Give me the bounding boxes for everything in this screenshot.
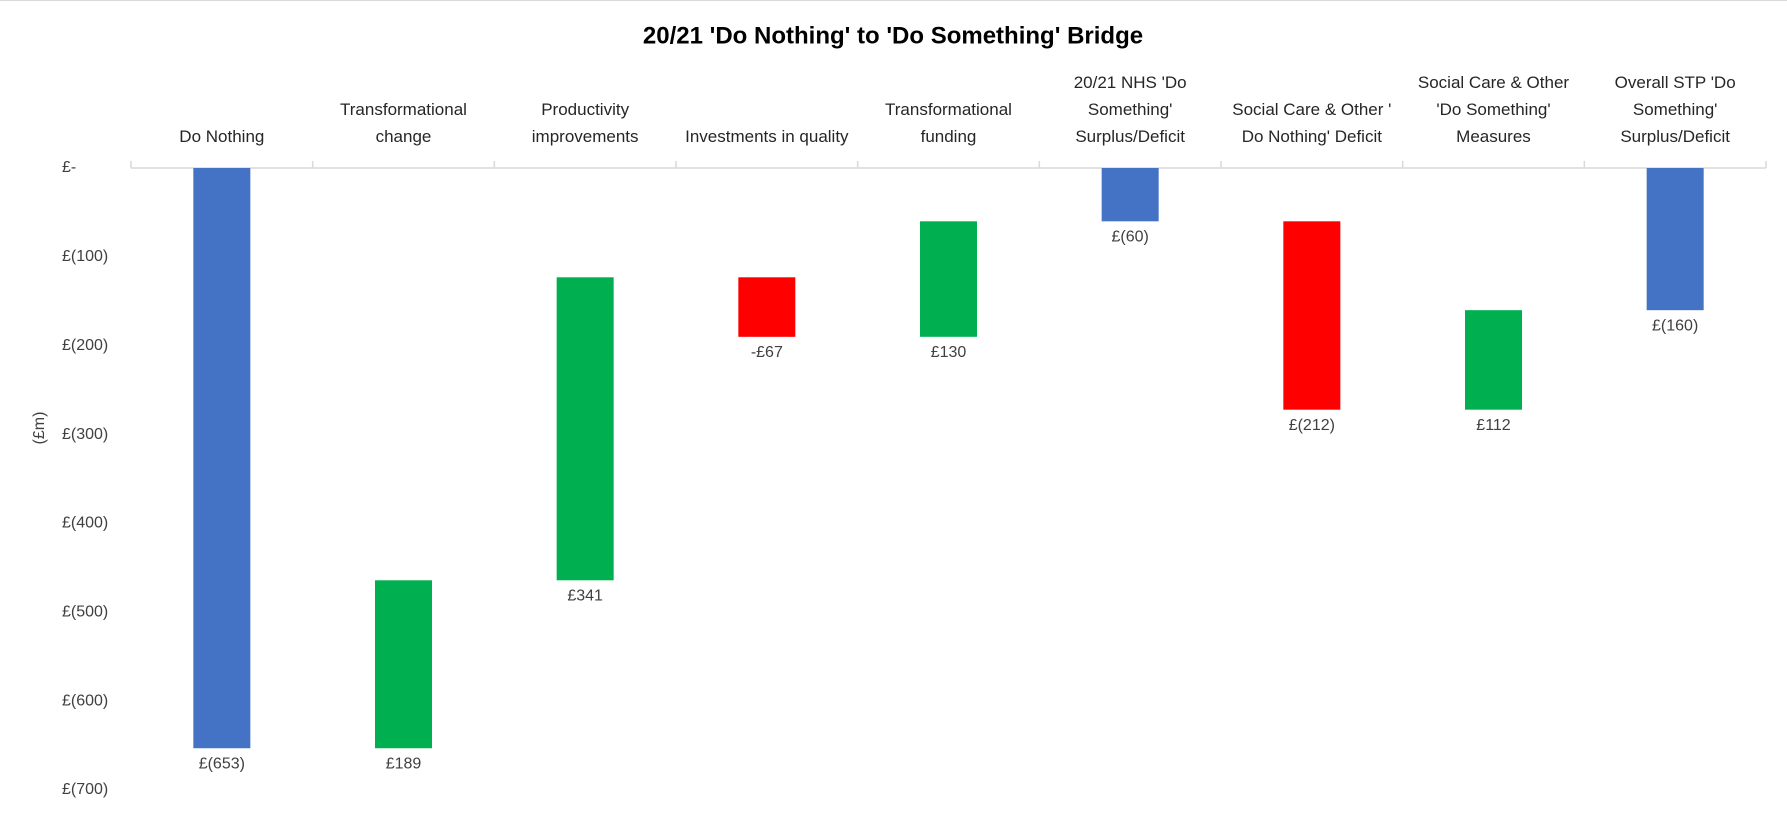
y-tick-label: £(700)	[62, 781, 108, 798]
y-tick-label: £(100)	[62, 248, 108, 265]
bar	[556, 277, 614, 581]
y-tick-label: £(400)	[62, 515, 108, 532]
bar	[738, 277, 796, 337]
data-label: £(653)	[199, 755, 245, 772]
bar	[1283, 221, 1341, 410]
bar	[1646, 168, 1704, 311]
data-label: £341	[567, 588, 603, 605]
data-label: £112	[1476, 417, 1511, 434]
category-label: Overall STP 'Do Something' Surplus/Defic…	[1614, 73, 1736, 146]
category-label: 20/21 NHS 'Do Something' Surplus/Deficit	[1073, 73, 1187, 146]
bar	[920, 221, 977, 337]
bar	[375, 580, 432, 749]
y-tick-label: £(200)	[62, 337, 108, 354]
data-label: -£67	[751, 344, 783, 361]
category-label: Social Care & Other ' Do Nothing' Defici…	[1232, 100, 1392, 146]
category-label: Transformational change	[340, 100, 467, 146]
chart-title: 20/21 'Do Nothing' to 'Do Something' Bri…	[643, 22, 1143, 49]
data-label: £(212)	[1289, 417, 1335, 434]
y-tick-label: £(300)	[62, 426, 108, 443]
category-label: Do Nothing	[179, 127, 265, 146]
y-tick-label: £-	[62, 159, 76, 176]
y-tick-label: £(500)	[62, 604, 108, 621]
y-axis-title: (£m)	[31, 412, 48, 445]
data-label: £130	[931, 344, 967, 361]
category-label: Investments in quality	[685, 127, 849, 146]
category-label: Social Care & Other 'Do Something' Measu…	[1417, 73, 1570, 146]
category-label: Transformational funding	[885, 100, 1012, 146]
data-label: £(160)	[1652, 317, 1698, 334]
category-label: Productivity improvements	[531, 100, 639, 146]
data-label: £189	[386, 755, 422, 772]
bar	[1465, 310, 1522, 410]
y-tick-label: £(600)	[62, 692, 108, 709]
bar	[193, 168, 251, 749]
data-label: £(60)	[1111, 229, 1148, 246]
bar	[1101, 168, 1159, 222]
